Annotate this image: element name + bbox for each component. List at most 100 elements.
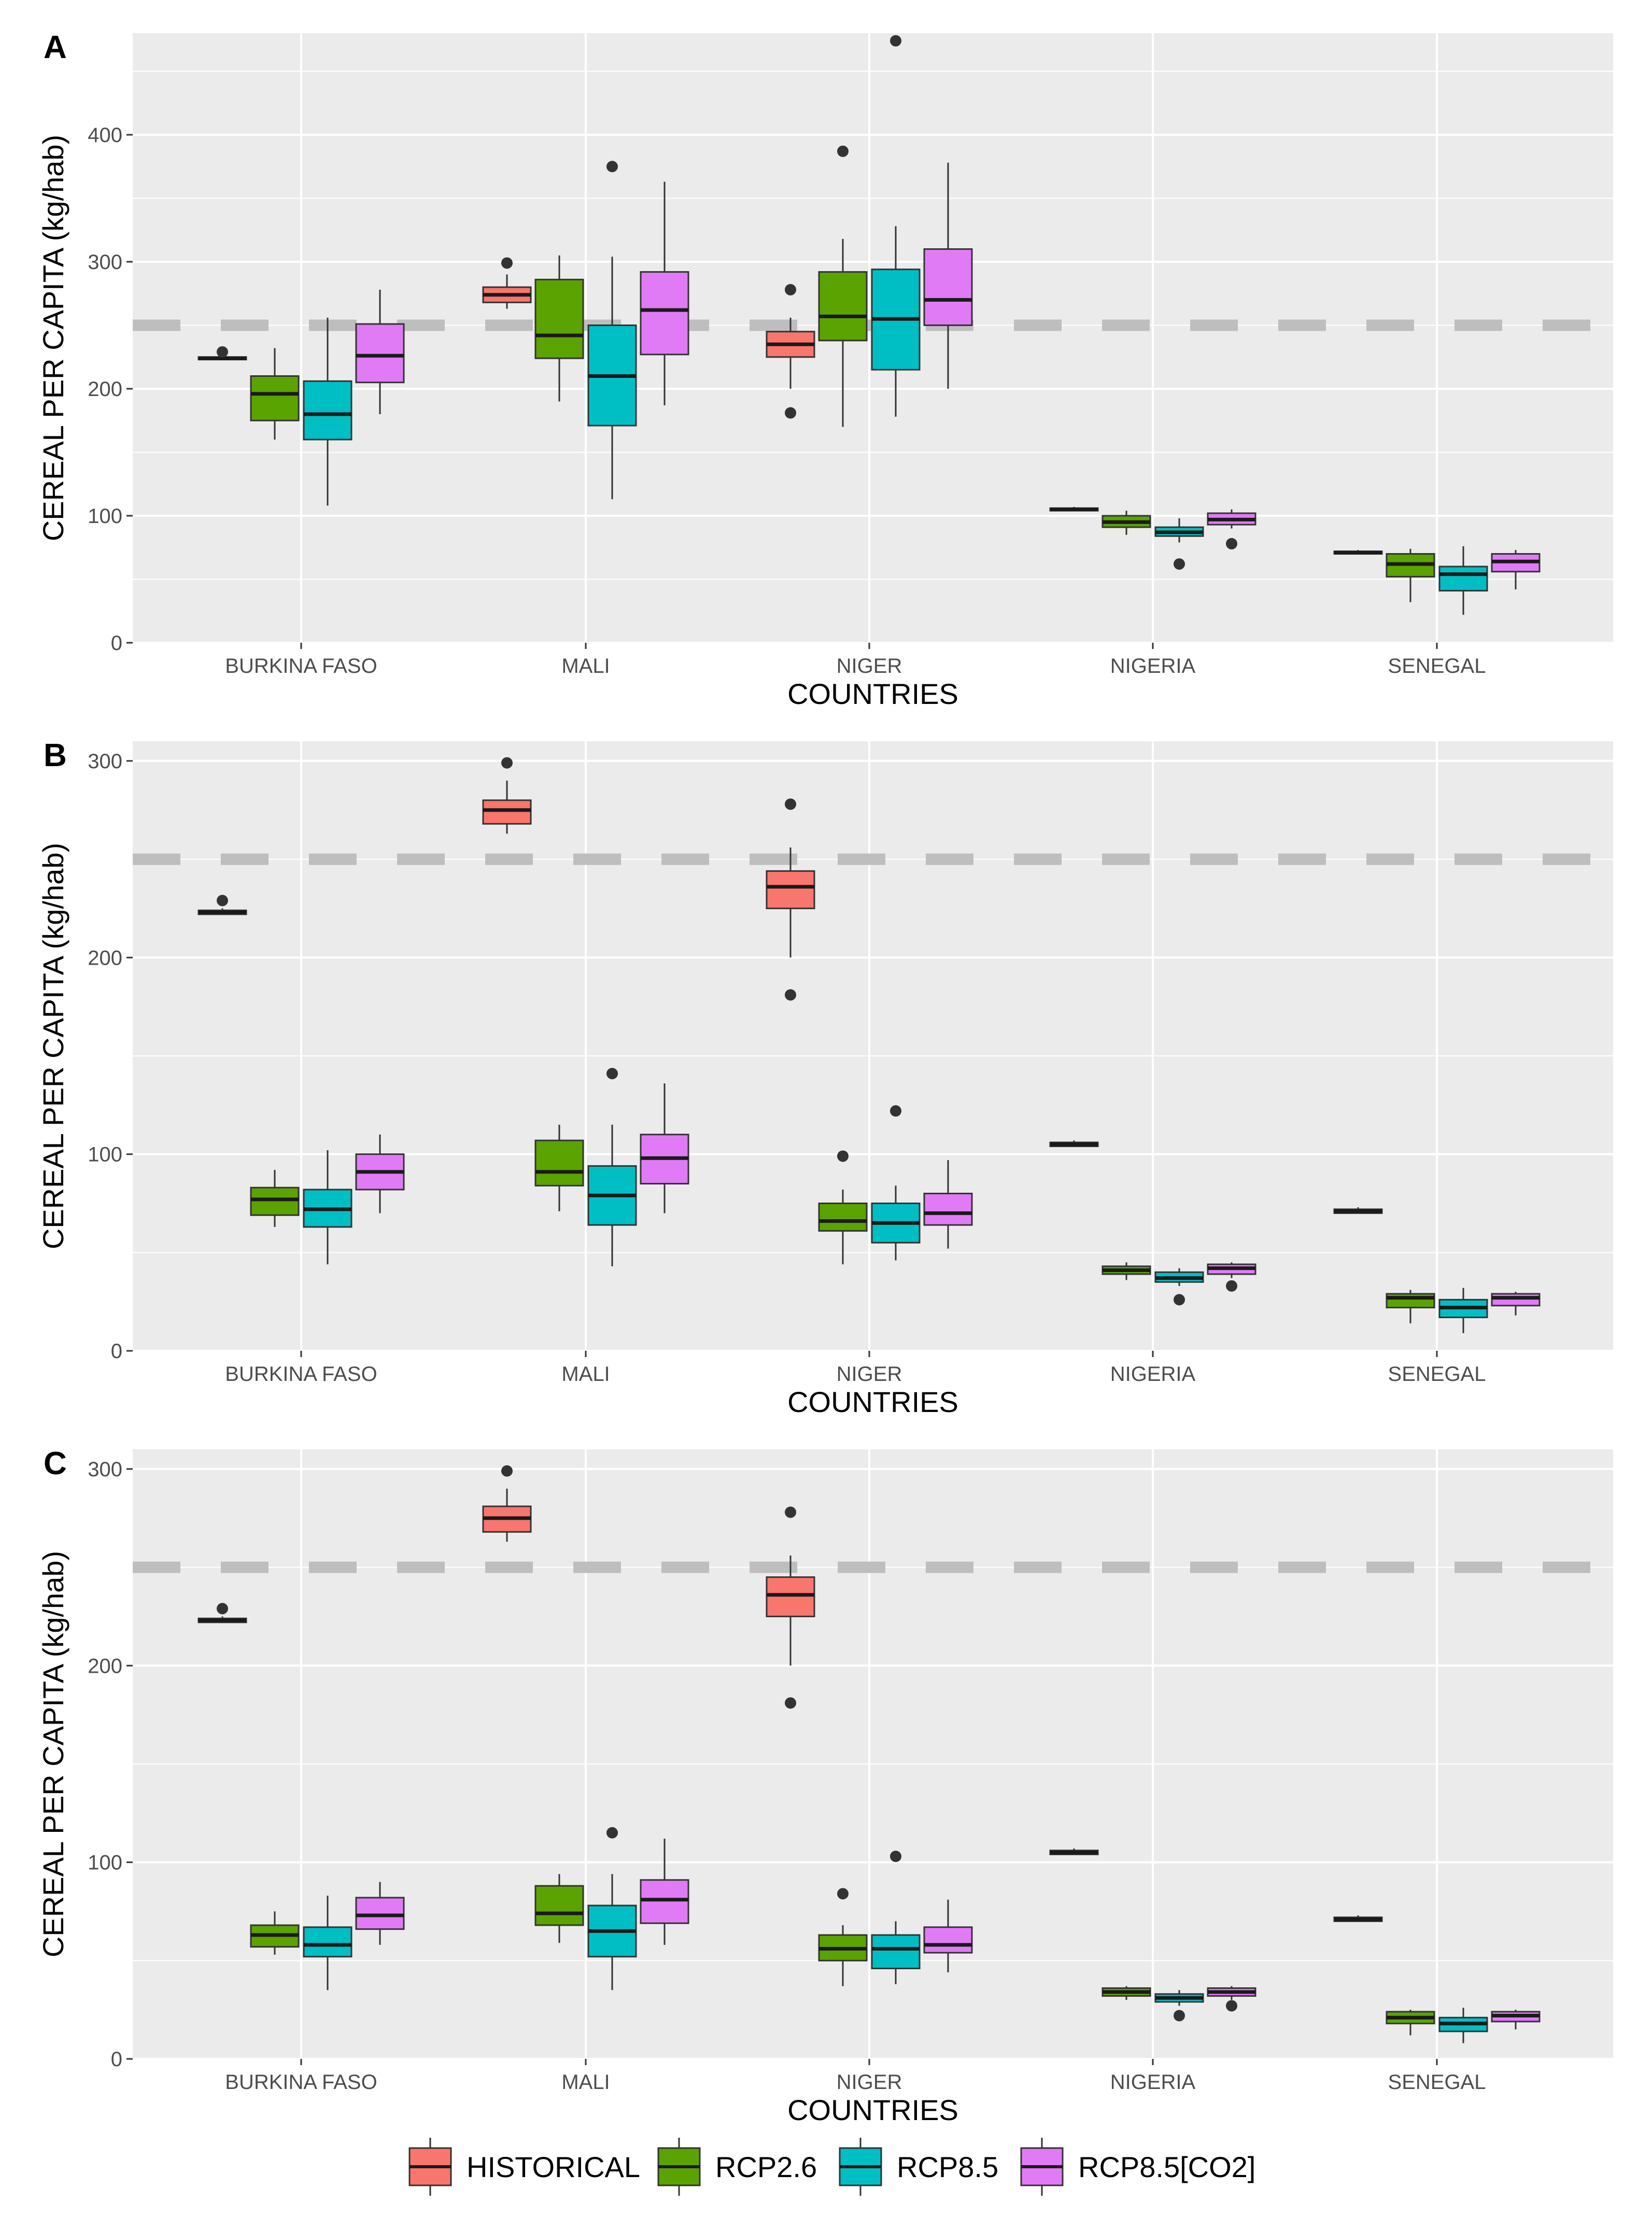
x-tick-label: SENEGAL [1388,1363,1486,1386]
x-axis-title: COUNTRIES [787,1386,958,1418]
legend-item: HISTORICAL [408,2138,640,2196]
outlier-point [1226,2000,1237,2012]
box-historical [482,1465,532,1542]
box-rcp2-6 [1102,511,1151,535]
panel-tag: A [44,30,67,65]
box-historical [1333,1207,1383,1214]
box-historical [766,1506,815,1709]
x-axis-title: COUNTRIES [787,677,958,710]
y-tick-label: 100 [88,505,122,528]
box-rcp8-5 [303,1150,352,1265]
box-iqr [766,1576,815,1617]
outlier-point [837,1888,849,1900]
box-iqr [923,248,973,326]
x-tick-label: NIGER [837,655,902,677]
panel-tag: C [44,1446,67,1481]
legend-label: HISTORICAL [467,2151,640,2183]
box-rcp2-6 [534,1874,584,1943]
box-rcp8-5-co2- [640,1839,689,1945]
box-iqr [355,1897,405,1930]
y-tick-label: 0 [111,632,122,655]
outlier-point [890,1851,901,1862]
y-tick-label: 300 [88,251,122,274]
legend-item: RCP8.5[CO2] [1020,2138,1255,2196]
x-tick-label: BURKINA FASO [225,1363,377,1386]
box-rcp8-5 [1438,546,1488,615]
box-rcp8-5 [303,317,352,506]
box-rcp2-6 [1386,548,1435,602]
x-tick-label: BURKINA FASO [225,655,377,677]
box-rcp8-5 [303,1896,352,1990]
x-tick-label: NIGERIA [1110,2071,1196,2094]
y-tick-label: 0 [111,1340,122,1363]
panel-C: 0 100 200 300 BURKINA FASO MALI NIGER NIGERIA SE… [37,1446,1613,2126]
box-rcp8-5 [1154,518,1204,570]
box-iqr [534,1139,584,1187]
y-tick-label: 100 [88,1852,122,1874]
box-historical [197,895,247,915]
x-tick-label: NIGERIA [1110,655,1196,677]
x-tick-label: NIGER [837,2071,902,2094]
box-rcp8-5-co2- [923,1160,973,1249]
box-iqr [250,1187,300,1216]
box-rcp2-6 [818,1888,868,1986]
box-iqr [1386,1293,1435,1309]
y-axis-title: CEREAL PER CAPITA (kg/hab) [37,135,69,541]
box-rcp8-5 [587,1068,637,1266]
panel-A: 0 100 200 300 400 BURKINA FASO MALI NIGER NIGERI… [37,30,1613,710]
box-historical [1049,1848,1099,1855]
outlier-point [837,145,849,157]
box-iqr [1491,1293,1541,1307]
outlier-point [501,757,513,769]
x-tick-label: NIGERIA [1110,1363,1196,1386]
outlier-point [785,989,796,1001]
outlier-point [890,1105,901,1117]
box-historical [766,798,815,1001]
box-historical [197,346,247,361]
outlier-point [785,284,796,295]
outlier-point [890,35,901,47]
box-historical [482,257,532,309]
panel-background [133,741,1613,1351]
box-iqr [1438,566,1488,592]
outlier-point [837,1150,849,1162]
box-iqr [923,1193,973,1226]
panel-tag: B [44,738,67,773]
x-axis-title: COUNTRIES [787,2094,958,2126]
box-rcp2-6 [1102,1262,1151,1280]
outlier-point [785,407,796,419]
box-rcp8-5 [587,161,637,500]
box-rcp2-6 [250,348,300,440]
box-rcp8-5-co2- [640,1083,689,1213]
legend-item: RCP2.6 [657,2138,817,2196]
outlier-point [606,161,618,173]
box-rcp8-5 [587,1827,637,1990]
box-historical [1049,1140,1099,1147]
y-tick-label: 200 [88,1655,122,1677]
box-iqr [482,799,532,825]
box-rcp8-5 [871,1851,921,1984]
box-rcp8-5-co2- [923,1899,973,1973]
box-rcp8-5-co2- [1491,2010,1541,2030]
box-iqr [923,1926,973,1954]
box-rcp8-5 [871,1105,921,1261]
y-tick-label: 300 [88,1458,122,1481]
outlier-point [785,1697,796,1709]
box-iqr [534,1885,584,1926]
box-historical [1333,550,1383,555]
box-rcp8-5-co2- [640,181,689,405]
x-tick-label: MALI [561,1363,610,1386]
box-rcp2-6 [534,255,584,402]
box-rcp8-5-co2- [1491,550,1541,590]
box-rcp2-6 [818,145,868,427]
y-tick-label: 200 [88,947,122,969]
box-rcp2-6 [534,1124,584,1211]
x-tick-label: NIGER [837,1363,902,1386]
x-tick-label: SENEGAL [1388,655,1486,677]
panel-B: 0 100 200 300 BURKINA FASO MALI NIGER NIGERIA SE… [37,738,1613,1418]
outlier-point [1226,538,1237,549]
outlier-point [501,1465,513,1477]
box-rcp8-5-co2- [1207,509,1256,549]
box-historical [197,1603,247,1623]
y-tick-label: 100 [88,1143,122,1166]
